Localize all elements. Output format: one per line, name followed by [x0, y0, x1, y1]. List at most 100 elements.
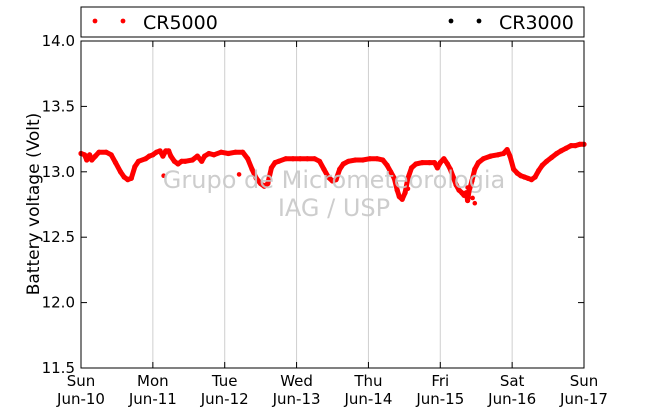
data-point [434, 165, 441, 171]
data-point [384, 162, 390, 168]
data-point [171, 158, 178, 164]
x-tick-label-day-4: Thu [353, 372, 382, 390]
data-point [258, 180, 264, 187]
legend-marker-cr3000-b [476, 18, 482, 24]
data-point [199, 158, 205, 164]
data-point [87, 152, 93, 158]
x-tick-label-date-1: Jun-11 [128, 390, 177, 408]
data-point [402, 190, 408, 196]
x-tick-label-day-0: Sun [67, 372, 96, 390]
data-point-outlier [161, 173, 166, 179]
x-tick-label-date-3: Jun-13 [272, 390, 321, 408]
x-tick-label-date-6: Jun-16 [487, 390, 536, 408]
data-point [487, 153, 494, 159]
legend-marker-cr5000-a [92, 18, 98, 24]
data-point [554, 150, 560, 157]
data-point [92, 153, 98, 159]
data-point [316, 158, 323, 164]
data-point [160, 153, 166, 159]
data-point [157, 148, 163, 154]
data-point [480, 156, 486, 162]
data-point [168, 153, 174, 159]
y-tick-label-2: 12.5 [42, 228, 75, 246]
data-point [360, 157, 366, 163]
data-point [132, 163, 138, 170]
data-point [135, 158, 142, 164]
data-point [408, 165, 415, 171]
data-point [405, 175, 411, 181]
watermark-line-1: Grupo de Micrometeorologia [163, 166, 505, 194]
data-point [577, 141, 583, 147]
data-point [391, 175, 397, 181]
data-series [78, 141, 587, 206]
data-point [394, 187, 400, 193]
data-point [464, 197, 471, 204]
x-tick-label-date-2: Jun-12 [200, 390, 249, 408]
data-point [276, 158, 282, 164]
data-point [121, 174, 127, 180]
y-tick-label-0: 11.5 [42, 359, 75, 377]
data-point [568, 143, 574, 149]
data-point [441, 156, 447, 162]
x-tick-label-day-1: Mon [137, 372, 169, 390]
data-point [532, 174, 538, 180]
x-tick-label-date-7: Jun-17 [559, 390, 608, 408]
x-tick-label-day-3: Wed [280, 372, 313, 390]
y-tick-label-5: 14.0 [42, 32, 75, 50]
data-point [84, 157, 90, 163]
data-point [325, 174, 331, 180]
axis-ticks [80, 40, 585, 369]
legend-marker-cr5000-b [120, 18, 126, 24]
data-point [447, 166, 453, 172]
data-point [399, 196, 405, 202]
data-point [345, 158, 351, 164]
data-point [297, 156, 303, 162]
data-point [549, 154, 555, 161]
data-point [201, 153, 208, 159]
data-point [500, 150, 507, 157]
legend-box [80, 6, 585, 38]
data-point-outlier [465, 185, 470, 190]
data-point [261, 183, 267, 189]
data-point [112, 160, 119, 166]
data-point [108, 152, 114, 158]
data-point [117, 169, 124, 175]
data-point [450, 174, 456, 180]
legend-label-cr3000: CR3000 [499, 12, 574, 34]
data-point [367, 156, 373, 162]
data-point-outlier [236, 172, 242, 177]
data-point [206, 150, 212, 157]
data-point [426, 160, 433, 166]
y-tick-label-1: 12.0 [42, 294, 75, 312]
data-point [558, 148, 564, 154]
tick-labels: SunJun-10MonJun-11TueJun-12WedJun-13ThuJ… [42, 32, 608, 408]
data-point [544, 158, 550, 164]
x-tick-label-date-4: Jun-14 [343, 390, 392, 408]
data-point [103, 149, 109, 155]
vertical-gridlines [152, 41, 513, 368]
data-point [504, 146, 510, 153]
data-point [475, 160, 481, 166]
y-tick-label-3: 13.0 [42, 163, 75, 181]
data-point [510, 166, 517, 172]
watermark-line-2: IAG / USP [278, 194, 390, 222]
data-point [528, 177, 535, 183]
x-tick-label-day-2: Tue [211, 372, 238, 390]
data-point [311, 156, 318, 162]
x-tick-label-day-7: Sun [570, 372, 599, 390]
data-point [143, 156, 149, 162]
data-point [249, 166, 255, 172]
data-point [304, 156, 310, 162]
data-point [466, 188, 472, 195]
data-point [453, 182, 459, 188]
data-point [321, 166, 327, 172]
x-tick-label-day-5: Fri [431, 372, 449, 390]
data-point [514, 170, 520, 176]
plot-frame [80, 40, 585, 369]
data-point-outlier [470, 195, 475, 201]
data-point [444, 161, 451, 167]
x-tick-label-day-6: Sat [500, 372, 525, 390]
data-point [290, 156, 296, 162]
data-point [194, 153, 201, 159]
